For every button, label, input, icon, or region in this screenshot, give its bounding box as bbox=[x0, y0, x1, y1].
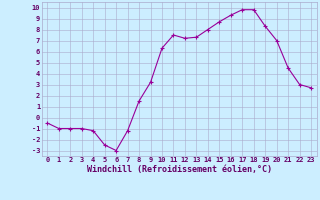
X-axis label: Windchill (Refroidissement éolien,°C): Windchill (Refroidissement éolien,°C) bbox=[87, 165, 272, 174]
